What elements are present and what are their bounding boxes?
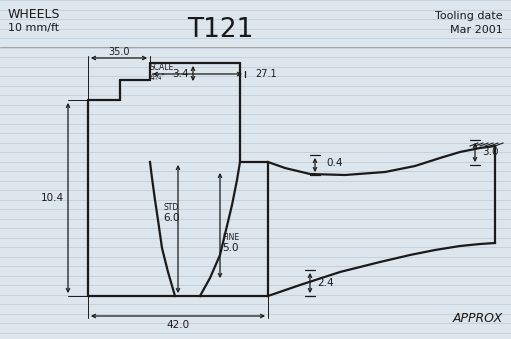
Text: T121: T121 [187,17,253,43]
Text: 27.1: 27.1 [255,69,276,79]
Text: FINE: FINE [222,233,239,241]
Text: 3.4: 3.4 [172,69,189,79]
Text: Mar 2001: Mar 2001 [450,25,503,35]
Text: WHEELS: WHEELS [8,7,60,20]
Text: 42.0: 42.0 [167,320,190,330]
Text: 10.4: 10.4 [40,193,63,203]
Text: 5.0: 5.0 [222,243,239,253]
Text: 2.4: 2.4 [317,278,334,288]
Text: APPROX: APPROX [453,312,503,324]
Text: 6.0: 6.0 [162,213,179,223]
Text: 10 mm/ft: 10 mm/ft [8,23,59,33]
Text: 35.0: 35.0 [108,47,130,57]
Text: 0.4: 0.4 [326,158,342,168]
Text: Tooling date: Tooling date [435,11,503,21]
Text: 4¾": 4¾" [150,73,166,81]
Text: SCALE: SCALE [150,63,174,73]
Text: 3.0: 3.0 [482,147,499,157]
Text: STD: STD [164,202,179,212]
